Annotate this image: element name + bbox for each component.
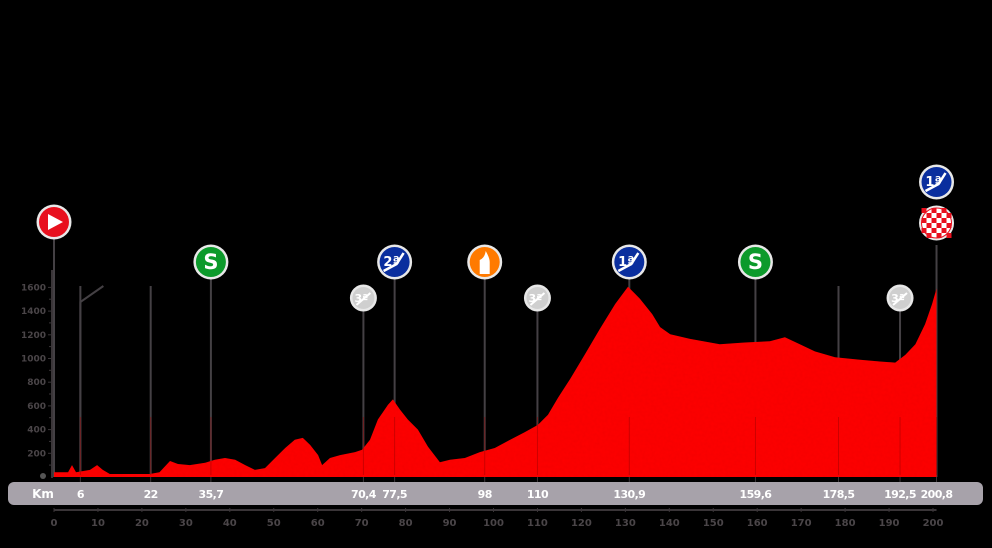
km-marker-label: 200,8	[921, 488, 953, 501]
climb-slope-glyph	[383, 252, 405, 273]
x-tick-label: 100	[483, 518, 504, 529]
climb-category-label: 2ª	[383, 255, 399, 270]
km-marker-label: 70,4	[351, 488, 377, 501]
marker-icons: S 3ª 2ª 3ª 1ª S 3ª 1ª	[36, 164, 955, 312]
x-tick-label: 150	[703, 518, 724, 529]
checker-square	[931, 218, 937, 223]
sprint-letter: S	[203, 250, 218, 274]
x-tick-label: 80	[399, 518, 413, 529]
y-tick-label: 1400	[21, 307, 46, 317]
x-tick-label: 190	[879, 518, 900, 529]
climb-category-label: 3ª	[529, 292, 543, 305]
start-icon	[36, 204, 72, 240]
x-tick-label: 40	[223, 518, 237, 529]
x-tick-label: 130	[615, 518, 636, 529]
x-tick-label: 0	[51, 518, 58, 529]
x-tick-label: 70	[355, 518, 369, 529]
km-marker-label: 6	[77, 488, 85, 501]
km-marker-label: 159,6	[740, 488, 773, 501]
checker-square	[946, 233, 952, 238]
km-marker-label: 98	[478, 488, 492, 501]
climb-slope-glyph	[617, 252, 640, 273]
km-bar: Km 6 22 35,7 70,4 77,5 98 110 130,9 159,6 178,5 192…	[8, 477, 983, 505]
y-tick-label: 1200	[21, 331, 46, 341]
feed-zone-icon	[467, 244, 503, 280]
x-tick-label: 10	[91, 518, 105, 529]
climb-3rd-cat-icon: 3ª	[523, 284, 551, 312]
x-tick-label: 60	[311, 518, 325, 529]
checker-square	[936, 213, 942, 218]
km-marker-label: 178,5	[823, 488, 855, 501]
x-tick-label: 140	[659, 518, 680, 529]
climb-1st-cat-icon: 1ª	[611, 244, 647, 280]
checker-square	[931, 228, 937, 233]
x-tick-label: 30	[179, 518, 193, 529]
climb-3rd-cat-icon: 3ª	[349, 284, 377, 312]
y-tick-label: 600	[27, 402, 46, 412]
sprint-letter: S	[748, 250, 763, 274]
climb-slope-glyph	[355, 292, 372, 306]
km-marker-label: 77,5	[382, 488, 407, 501]
checker-square	[926, 213, 932, 218]
checker-square	[941, 218, 947, 223]
profile-area	[54, 286, 937, 477]
km-marker-label: 110	[527, 488, 549, 501]
x-tick-label: 90	[443, 518, 457, 529]
y-tick-label: 800	[27, 378, 46, 388]
play-glyph	[48, 214, 63, 230]
checker-square	[946, 223, 952, 228]
y-tick-label: 1600	[21, 283, 46, 293]
elevation-profile	[54, 286, 938, 477]
x-tick-label: 200	[923, 518, 944, 529]
y-tick-label: 400	[27, 426, 46, 436]
checker-square	[941, 228, 947, 233]
km6-pole	[79, 285, 104, 477]
climb-2nd-cat-icon: 2ª	[377, 244, 413, 280]
y-tick-label: 200	[27, 449, 46, 459]
climb-3rd-cat-icon: 3ª	[886, 284, 914, 312]
km-bar-label: Km	[32, 487, 54, 501]
climb-category-label: 1ª	[925, 175, 941, 190]
x-tick-label: 50	[267, 518, 281, 529]
checker-square	[931, 208, 937, 213]
checker-square	[936, 223, 942, 228]
finish-ring	[921, 207, 953, 239]
climb-slope-glyph	[892, 292, 908, 306]
x-tick-label: 110	[527, 518, 548, 529]
finish-flag-icon	[919, 205, 955, 241]
y-axis: 200 400 600 800 1000 1200 1400 1600	[21, 270, 53, 479]
checker-square	[926, 223, 932, 228]
km-bar-background	[8, 482, 983, 505]
climb-category-label: 3ª	[354, 292, 368, 305]
climb-category-label: 3ª	[891, 292, 905, 305]
climb-slope-glyph	[924, 172, 947, 193]
checker-square	[921, 218, 927, 223]
x-tick-label: 120	[571, 518, 592, 529]
sprint-icon: S	[737, 244, 773, 280]
x-tick-label: 170	[791, 518, 812, 529]
x-tick-label: 180	[835, 518, 856, 529]
climb-category-label: 1ª	[618, 255, 634, 270]
checker-square	[921, 208, 927, 213]
x-tick-label: 20	[135, 518, 149, 529]
y-origin-dot	[40, 473, 46, 479]
km-marker-label: 130,9	[613, 488, 645, 501]
km-marker-label: 35,7	[199, 488, 224, 501]
bottle-glyph	[479, 251, 490, 274]
sprint-icon: S	[193, 244, 229, 280]
icon-face	[195, 247, 226, 277]
y-tick-label: 1000	[21, 355, 46, 365]
checker-square	[936, 233, 942, 238]
x-axis: 0 10 20 30 40 50 60 70 80 90 100 110 120 130 140 150 160…	[51, 508, 944, 529]
climb-slope-glyph	[529, 292, 546, 306]
icon-face	[740, 247, 771, 277]
climb-1st-cat-icon: 1ª	[919, 164, 955, 200]
km-marker-label: 22	[144, 488, 158, 501]
km-marker-label: 192,5	[884, 488, 916, 501]
x-tick-label: 160	[747, 518, 768, 529]
